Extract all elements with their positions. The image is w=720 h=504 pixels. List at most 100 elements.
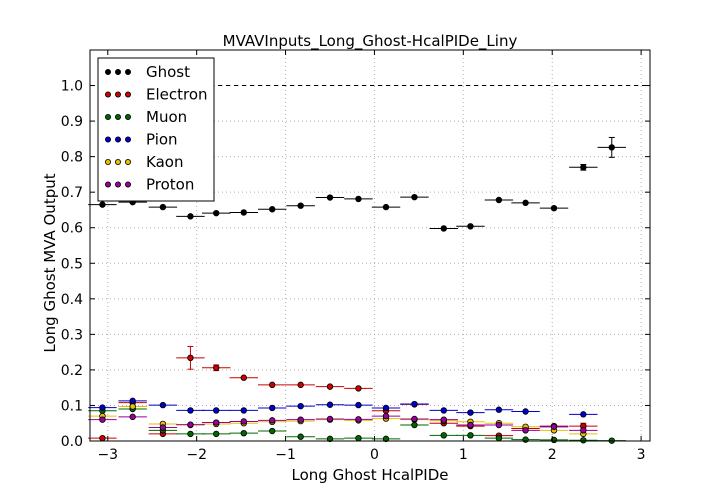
data-point [187, 213, 194, 220]
data-point [240, 418, 247, 425]
legend-marker [105, 91, 112, 98]
data-point [240, 209, 247, 216]
x-tick-label: −3 [97, 447, 118, 463]
data-point [411, 415, 418, 423]
data-point [355, 401, 362, 409]
legend-box [97, 57, 215, 202]
data-point [213, 419, 220, 426]
legend-entry-kaon: Kaon [105, 153, 183, 171]
data-point [467, 409, 474, 416]
data-point [187, 407, 194, 414]
legend-marker [115, 181, 122, 188]
data-point [495, 421, 503, 429]
legend-marker [125, 91, 132, 98]
legend-label: Proton [146, 176, 194, 194]
data-point [355, 385, 362, 392]
data-point [355, 434, 362, 442]
data-point [382, 435, 390, 443]
legend-marker [105, 158, 112, 165]
data-point [213, 209, 220, 217]
data-point [326, 401, 334, 408]
data-point [550, 423, 558, 430]
x-tick-label: 0 [370, 447, 379, 463]
data-point [297, 416, 304, 423]
legend-marker [115, 114, 122, 121]
data-point [326, 194, 334, 201]
data-point [440, 432, 447, 439]
data-point [382, 203, 390, 211]
data-point [240, 374, 247, 381]
data-point [99, 434, 106, 442]
data-point [187, 430, 194, 438]
legend-marker [115, 158, 122, 165]
data-point [297, 433, 304, 440]
data-point [440, 416, 447, 423]
legend-marker [115, 136, 122, 143]
legend-label: Electron [146, 86, 208, 104]
data-point [99, 404, 106, 411]
data-point [240, 429, 247, 437]
data-point [159, 401, 167, 409]
data-point [580, 437, 587, 444]
data-point [129, 397, 136, 405]
legend-label: Ghost [146, 63, 190, 81]
data-point [297, 202, 304, 209]
x-tick-label: 2 [548, 447, 557, 463]
series-ghost [88, 136, 626, 232]
data-point [297, 402, 304, 410]
series-proton [88, 412, 598, 434]
legend-entry-muon: Muon [105, 108, 187, 126]
data-point [159, 424, 167, 431]
legend-marker [125, 181, 132, 188]
data-point [522, 199, 529, 207]
y-axis-label: Long Ghost MVA Output [41, 173, 59, 352]
data-point [522, 436, 529, 443]
y-tick-label: 0.7 [61, 185, 83, 201]
data-point [411, 400, 418, 408]
data-point [159, 203, 167, 211]
legend-marker [125, 69, 132, 76]
chart-title: MVAVInputs_Long_Ghost-HcalPIDe_Liny [223, 32, 518, 51]
axis-ticks: −3 −2 −1 0 1 2 3 0.0 0.1 0.2 0.3 0.4 0.5 0.6 0.7 0.8 0.9… [61, 50, 650, 463]
legend-marker [105, 69, 112, 76]
y-tick-label: 0.9 [61, 114, 83, 130]
data-point [411, 193, 418, 201]
plot-frame [89, 49, 651, 442]
data-point [187, 354, 194, 362]
y-tick-label: 0.3 [61, 327, 83, 343]
data-point [355, 195, 362, 203]
data-point [99, 416, 106, 423]
data-point [355, 416, 362, 423]
legend-entry-proton: Proton [105, 176, 194, 194]
legend-label: Pion [146, 131, 178, 149]
data-point [129, 413, 136, 421]
x-tick-label: −2 [186, 447, 207, 463]
legend-marker [115, 91, 122, 98]
data-point [495, 434, 503, 442]
data-point [297, 381, 304, 389]
data-point [495, 406, 503, 413]
data-point [467, 223, 474, 230]
data-point [467, 432, 474, 439]
data-point [99, 201, 106, 208]
legend-entry-ghost: Ghost [105, 63, 190, 81]
data-point [550, 204, 558, 212]
legend-marker [125, 136, 132, 143]
data-point [467, 421, 474, 429]
data-point [326, 383, 334, 390]
data-point [269, 206, 276, 213]
data-point [326, 435, 334, 443]
data-point [326, 415, 334, 423]
x-tick-label: 3 [637, 447, 646, 463]
data-point [213, 407, 220, 414]
legend: Ghost Electron Muon Pion Kaon Proton [97, 57, 215, 202]
x-axis-label: Long Ghost HcalPIDe [292, 466, 449, 484]
data-point [440, 225, 447, 232]
data-point [580, 411, 587, 418]
y-tick-label: 0.5 [61, 256, 83, 272]
data-point [269, 417, 276, 424]
data-point [608, 144, 615, 151]
y-tick-label: 0.1 [61, 398, 83, 414]
legend-label: Muon [146, 108, 187, 126]
data-point [522, 408, 529, 415]
